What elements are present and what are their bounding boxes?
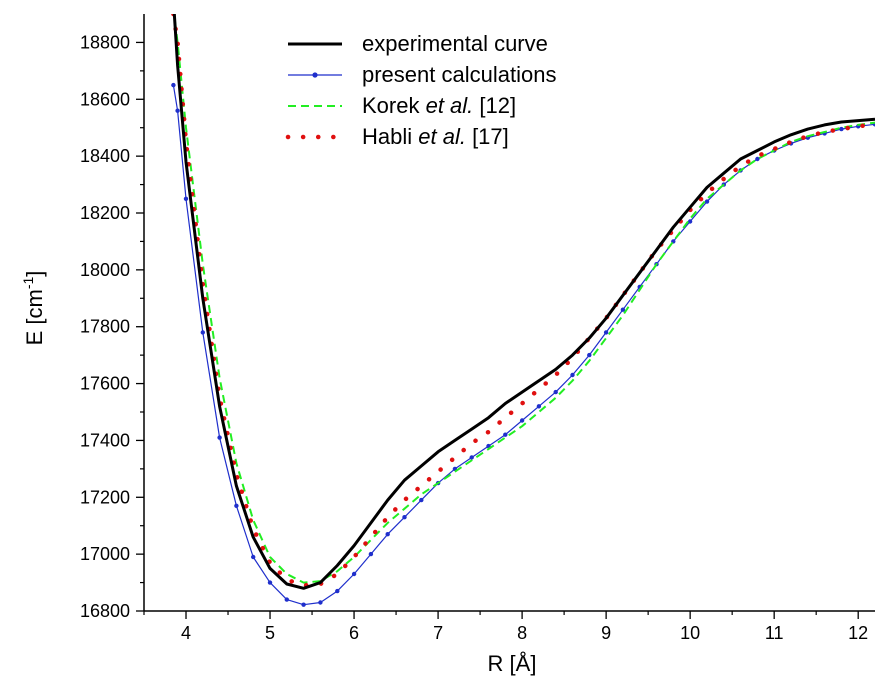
y-tick-label: 17000 xyxy=(80,544,130,564)
data-point xyxy=(620,307,626,312)
x-tick-label: 8 xyxy=(517,623,527,643)
y-tick-label: 17800 xyxy=(80,317,130,337)
y-tick-label: 18800 xyxy=(80,32,130,52)
data-point xyxy=(385,532,390,537)
data-point xyxy=(217,435,222,440)
data-point xyxy=(536,404,542,409)
data-point xyxy=(419,497,424,503)
data-point xyxy=(755,156,760,162)
x-tick-label: 9 xyxy=(601,623,611,643)
series-line xyxy=(171,14,875,588)
data-point xyxy=(335,588,340,594)
legend-label-part: et al. xyxy=(418,124,466,149)
legend-label: Habli et al. [17] xyxy=(362,124,509,149)
legend-marker xyxy=(312,72,318,78)
y-tick-label: 18200 xyxy=(80,203,130,223)
legend-label: present calculations xyxy=(362,62,556,87)
data-point xyxy=(183,196,189,201)
series-0 xyxy=(172,14,875,590)
legend-label-part: [12] xyxy=(473,93,516,118)
legend-item: present calculations xyxy=(288,62,556,87)
data-point xyxy=(368,551,374,557)
data-point xyxy=(234,503,239,508)
data-point xyxy=(351,571,357,577)
legend-label-part: et al. xyxy=(426,93,474,118)
data-point xyxy=(301,602,306,607)
x-axis-title: R [Å] xyxy=(488,651,537,676)
legend-item: Habli et al. [17] xyxy=(285,124,509,149)
legend: experimental curve present calculations Ko… xyxy=(285,31,556,149)
data-point xyxy=(284,597,289,602)
series-line xyxy=(172,85,875,606)
ticks-layer: 4 5 6 7 8 9 10 11 12 16800 17000 17200 17400 17600 178… xyxy=(80,32,868,643)
y-tick-label: 18400 xyxy=(80,146,130,166)
legend-item: experimental curve xyxy=(288,31,548,56)
data-point xyxy=(251,554,256,560)
data-point xyxy=(175,108,180,113)
data-point xyxy=(519,418,525,423)
data-point xyxy=(704,199,710,204)
series-layer xyxy=(171,14,875,607)
y-axis-title-sup: -1 xyxy=(20,277,36,290)
series-line xyxy=(172,14,875,590)
data-point xyxy=(267,580,273,585)
y-axis-title-end: ] xyxy=(22,271,47,277)
x-tick-label: 10 xyxy=(680,623,700,643)
y-tick-label: 18600 xyxy=(80,89,130,109)
data-point xyxy=(839,126,844,132)
y-axis-title: E [cm-1] xyxy=(20,271,47,346)
legend-label-part: Korek xyxy=(362,93,426,118)
data-point xyxy=(469,455,474,460)
legend-label: Korek et al. [12] xyxy=(362,93,516,118)
x-tick-label: 12 xyxy=(848,623,868,643)
x-tick-label: 11 xyxy=(765,623,784,643)
legend-label: experimental curve xyxy=(362,31,548,56)
y-tick-label: 18000 xyxy=(80,260,130,280)
y-axis-title-main: E [cm xyxy=(22,289,47,345)
data-point xyxy=(200,330,205,335)
data-point xyxy=(503,432,508,437)
series-3 xyxy=(171,14,875,588)
legend-label-part: [17] xyxy=(466,124,509,149)
series-line xyxy=(173,14,875,584)
data-point xyxy=(171,82,176,88)
legend-item: Korek et al. [12] xyxy=(288,93,516,118)
data-point xyxy=(587,352,592,358)
y-tick-label: 17200 xyxy=(80,487,130,507)
data-point xyxy=(570,372,575,378)
series-2 xyxy=(173,14,875,584)
y-tick-label: 17600 xyxy=(80,374,130,394)
x-tick-label: 6 xyxy=(349,623,359,643)
data-point xyxy=(603,330,609,335)
legend-label-part: Habli xyxy=(362,124,418,149)
axes-layer xyxy=(143,14,875,612)
series-1 xyxy=(171,82,875,607)
data-point xyxy=(318,600,323,605)
data-point xyxy=(402,515,407,520)
y-tick-label: 16800 xyxy=(80,601,130,621)
x-tick-label: 7 xyxy=(433,623,443,643)
y-tick-label: 17400 xyxy=(80,430,130,450)
data-point xyxy=(687,219,693,224)
data-point xyxy=(553,389,558,395)
x-tick-label: 4 xyxy=(181,623,191,643)
x-tick-label: 5 xyxy=(265,623,275,643)
